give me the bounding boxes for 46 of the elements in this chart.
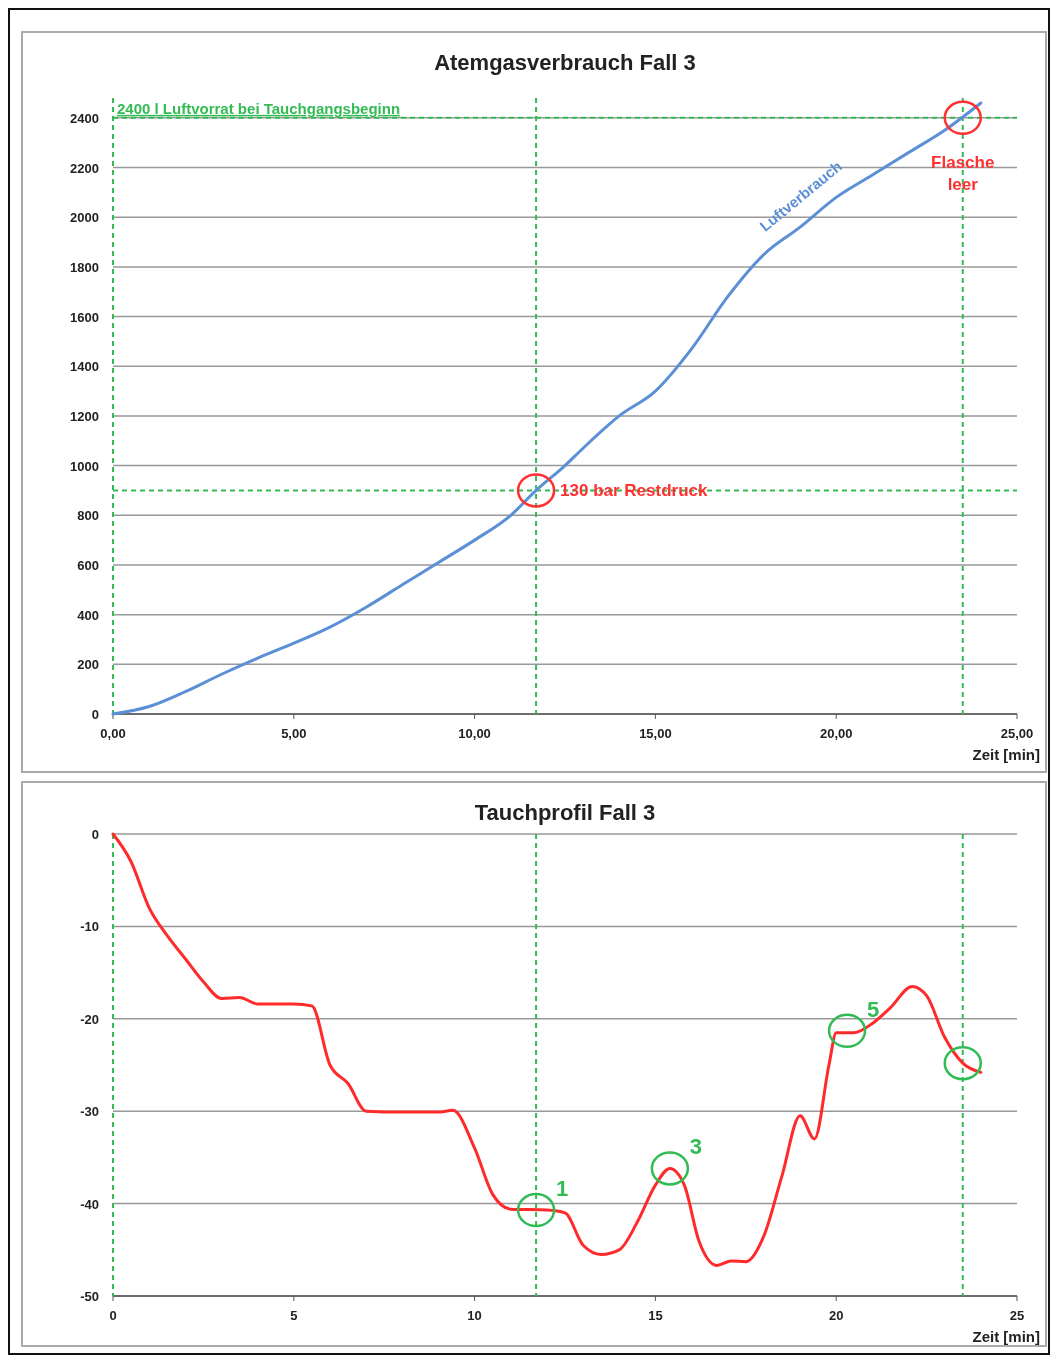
y-tick-label: 1400 <box>70 359 99 375</box>
y-tick-label: 0 <box>91 707 99 722</box>
x-tick-label: 15,00 <box>639 726 672 741</box>
x-axis-title: Zeit [min] <box>972 746 1040 763</box>
x-tick-label: 0 <box>109 1308 117 1323</box>
y-tick-label: 400 <box>77 607 99 623</box>
annotation: 1 <box>556 1176 569 1202</box>
x-tick-label: 5,00 <box>281 726 307 741</box>
chart-title: Tauchprofil Fall 3 <box>474 800 656 825</box>
y-tick-label: -50 <box>80 1289 99 1304</box>
x-tick-label: 15 <box>648 1308 663 1323</box>
y-tick-label: -10 <box>80 919 99 935</box>
point <box>943 1045 983 1081</box>
ref-line-label: 2400 l Luftvorrat bei Tauchgangsbeginn <box>117 99 401 117</box>
chart-title: Atemgasverbrauch Fall 3 <box>434 50 696 75</box>
y-tick-label: -40 <box>80 1196 99 1212</box>
y-tick-label: -30 <box>80 1104 99 1120</box>
y-tick-label: 2000 <box>70 210 99 226</box>
x-tick-label: 25 <box>1009 1308 1025 1323</box>
x-tick-label: 20,00 <box>819 726 853 741</box>
y-tick-label: 800 <box>77 508 99 524</box>
point <box>516 1192 556 1228</box>
y-tick-label: 1800 <box>70 259 99 275</box>
y-tick-label: 2400 <box>70 110 99 126</box>
annotation: 3 <box>689 1134 703 1160</box>
y-tick-label: 1200 <box>70 408 99 424</box>
point <box>650 1151 690 1186</box>
x-tick-label: 20 <box>828 1308 844 1323</box>
y-tick-label: 1000 <box>70 458 99 474</box>
y-tick-label: 200 <box>77 657 99 673</box>
y-tick-label: 2200 <box>70 160 99 176</box>
point <box>827 1013 867 1049</box>
x-axis-title: Zeit [min] <box>972 1328 1040 1345</box>
x-tick-label: 10 <box>467 1308 482 1323</box>
x-tick-label: 0,00 <box>100 726 126 741</box>
x-tick-label: 25,00 <box>1000 726 1034 741</box>
y-tick-label: 1600 <box>70 309 99 325</box>
annotation: Flasche leer <box>931 152 995 194</box>
annotation: 5 <box>867 996 880 1022</box>
line-series <box>111 832 983 1268</box>
y-tick-label: 0 <box>91 827 99 842</box>
annotation: 130 bar Restdruck <box>560 481 709 501</box>
x-tick-label: 10,00 <box>458 726 491 741</box>
x-tick-label: 5 <box>290 1308 298 1323</box>
y-tick-label: -20 <box>80 1011 99 1027</box>
y-tick-label: 600 <box>77 557 99 573</box>
